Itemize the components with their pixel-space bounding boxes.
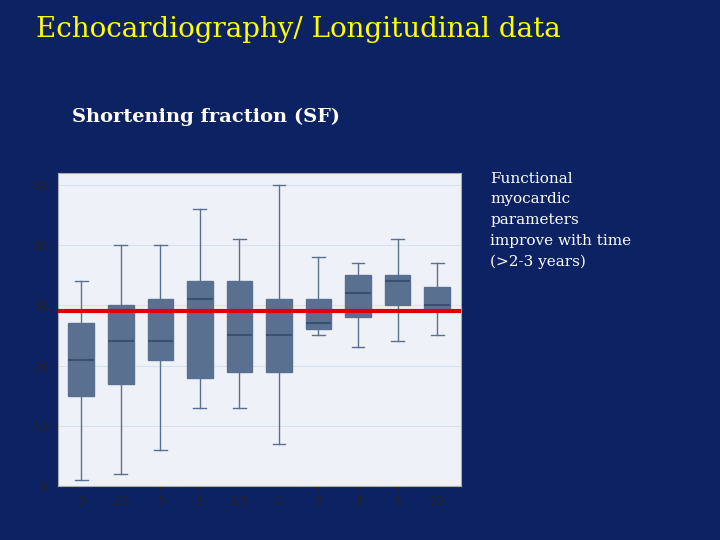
PathPatch shape <box>227 281 252 372</box>
PathPatch shape <box>306 299 331 329</box>
PathPatch shape <box>148 299 174 360</box>
PathPatch shape <box>384 275 410 305</box>
PathPatch shape <box>68 323 94 396</box>
PathPatch shape <box>187 281 212 377</box>
PathPatch shape <box>266 299 292 372</box>
Text: Echocardiography/ Longitudinal data: Echocardiography/ Longitudinal data <box>36 16 561 43</box>
PathPatch shape <box>424 287 450 312</box>
Text: Shortening fraction (SF): Shortening fraction (SF) <box>72 108 340 126</box>
PathPatch shape <box>345 275 371 318</box>
Text: Functional
myocardic
parameters
improve with time
(>2-3 years): Functional myocardic parameters improve … <box>490 172 631 269</box>
PathPatch shape <box>108 305 134 383</box>
